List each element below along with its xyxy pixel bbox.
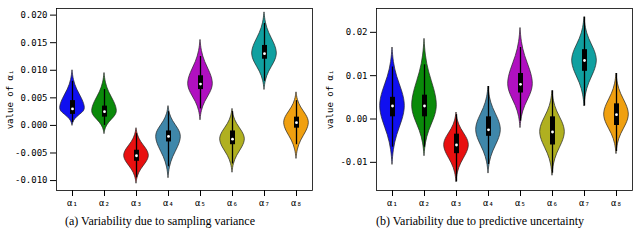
svg-text:α₅: α₅ bbox=[195, 198, 206, 208]
svg-text:α₅: α₅ bbox=[515, 198, 526, 208]
svg-text:α₁: α₁ bbox=[387, 198, 398, 208]
svg-text:α₁: α₁ bbox=[67, 198, 78, 208]
svg-text:α₃: α₃ bbox=[131, 198, 142, 208]
svg-text:0.015: 0.015 bbox=[20, 38, 47, 48]
svg-text:α₄: α₄ bbox=[483, 198, 494, 208]
html-text:(a) Variability due to samplin: (a) Variability due to sampling variance bbox=[65, 214, 255, 228]
svg-text:α₄: α₄ bbox=[163, 198, 174, 208]
svg-text:α₆: α₆ bbox=[227, 198, 238, 208]
svg-text:0.02: 0.02 bbox=[346, 27, 368, 37]
svg-text:value of αᵢ: value of αᵢ bbox=[325, 70, 335, 130]
svg-text:α₂: α₂ bbox=[419, 198, 430, 208]
svg-text:α₇: α₇ bbox=[259, 198, 270, 208]
svg-text:0.00: 0.00 bbox=[346, 114, 368, 124]
svg-text:value of αᵢ: value of αᵢ bbox=[5, 70, 15, 130]
html-text:(b) Variability due to predict: (b) Variability due to predictive uncert… bbox=[376, 214, 584, 228]
svg-text:α₇: α₇ bbox=[579, 198, 590, 208]
svg-text:-0.010: -0.010 bbox=[15, 175, 48, 185]
svg-text:α₃: α₃ bbox=[451, 198, 462, 208]
svg-text:α₈: α₈ bbox=[291, 198, 302, 208]
svg-text:0.020: 0.020 bbox=[20, 10, 47, 20]
svg-text:α₂: α₂ bbox=[99, 198, 110, 208]
svg-text:0.01: 0.01 bbox=[346, 71, 368, 81]
svg-text:0.010: 0.010 bbox=[20, 65, 47, 75]
svg-text:α₆: α₆ bbox=[547, 198, 558, 208]
svg-text:0.005: 0.005 bbox=[20, 93, 47, 103]
svg-text:α₈: α₈ bbox=[611, 198, 622, 208]
svg-text:-0.01: -0.01 bbox=[340, 157, 367, 167]
svg-text:0.000: 0.000 bbox=[20, 120, 47, 130]
svg-text:-0.005: -0.005 bbox=[15, 148, 48, 158]
